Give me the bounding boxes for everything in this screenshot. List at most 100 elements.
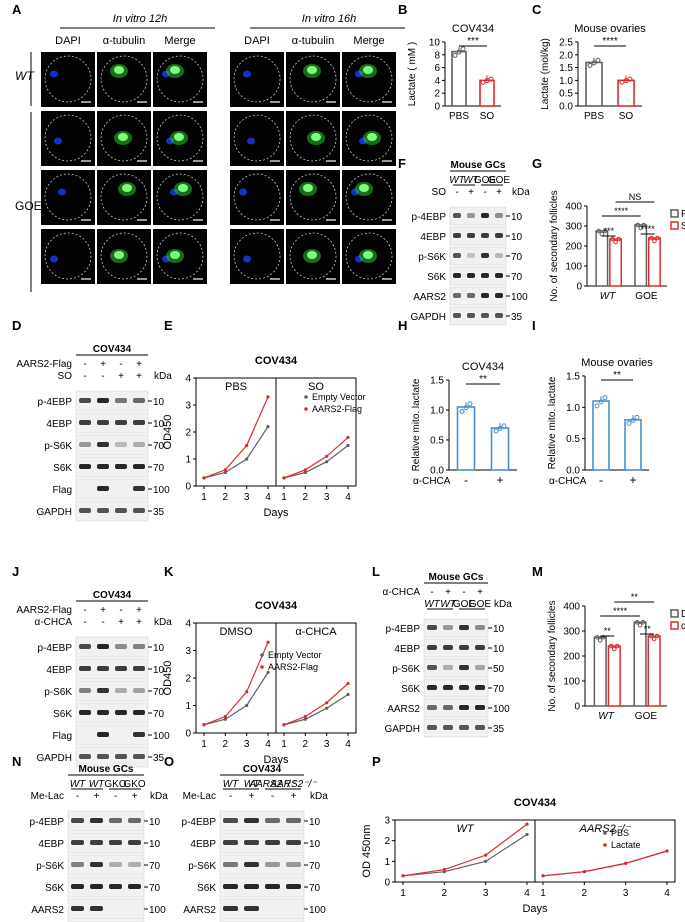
series-line bbox=[203, 672, 269, 726]
band bbox=[79, 464, 91, 469]
band bbox=[265, 884, 280, 889]
data-point bbox=[594, 403, 600, 409]
tubulin-core bbox=[367, 133, 377, 141]
lane-sign: GOE bbox=[488, 175, 511, 186]
band bbox=[133, 398, 145, 403]
y-tick-label: 100 bbox=[563, 677, 580, 688]
data-point bbox=[613, 239, 618, 245]
dapi-signal bbox=[50, 70, 58, 78]
tubulin-core bbox=[170, 251, 180, 259]
lane-sign: GOE bbox=[469, 599, 492, 610]
data-point bbox=[346, 681, 350, 686]
band bbox=[97, 464, 109, 469]
tubulin-core bbox=[311, 133, 321, 141]
band-label: p-S6K bbox=[44, 441, 72, 452]
blot-title: COV434 bbox=[93, 344, 132, 355]
x-category: GOE bbox=[635, 291, 658, 302]
legend-marker bbox=[603, 831, 607, 835]
band bbox=[71, 862, 84, 867]
data-point bbox=[223, 470, 227, 475]
band bbox=[128, 818, 141, 823]
y-tick-label: 0.0 bbox=[566, 466, 580, 477]
data-point bbox=[245, 443, 249, 448]
x-category: + bbox=[629, 473, 636, 487]
col-header-dapi: DAPI bbox=[244, 35, 270, 47]
band bbox=[453, 213, 461, 218]
marker-label: 10 bbox=[153, 665, 165, 676]
facet-label: WT bbox=[456, 823, 474, 835]
data-point bbox=[637, 622, 643, 628]
x-tick-label: 1 bbox=[281, 492, 287, 503]
band bbox=[467, 313, 475, 318]
band bbox=[79, 508, 91, 513]
band bbox=[97, 486, 109, 491]
band bbox=[453, 293, 461, 298]
band bbox=[453, 253, 461, 258]
y-tick-label: 200 bbox=[563, 652, 580, 663]
marker-label: 70 bbox=[309, 861, 321, 872]
band-label: 4EBP bbox=[46, 665, 72, 676]
panel-label-B: B bbox=[398, 2, 407, 17]
band bbox=[495, 293, 503, 298]
band bbox=[71, 818, 84, 823]
band-label: p-4EBP bbox=[38, 397, 73, 408]
band bbox=[443, 625, 453, 630]
tubulin-core bbox=[118, 133, 128, 141]
band-label: AARS2 bbox=[387, 704, 420, 715]
band-label: 4EBP bbox=[190, 839, 216, 850]
band bbox=[133, 710, 145, 715]
band bbox=[90, 818, 103, 823]
band-label: p-4EBP bbox=[386, 624, 421, 635]
micrograph-dapi bbox=[230, 170, 284, 225]
series-line bbox=[283, 436, 349, 479]
y-axis-label: Lactate (mol/kg) bbox=[540, 38, 551, 110]
blot-title: COV434 bbox=[243, 764, 282, 775]
data-point bbox=[654, 633, 660, 639]
band bbox=[128, 884, 141, 889]
x-tick-label: 4 bbox=[265, 739, 271, 750]
band bbox=[495, 313, 503, 318]
band bbox=[97, 442, 109, 447]
data-point bbox=[266, 425, 270, 429]
y-tick-label: 2.5 bbox=[559, 38, 573, 49]
oocyte-outline bbox=[44, 55, 92, 103]
in-vitro-16h-title: In vitro 16h bbox=[302, 13, 356, 25]
legend-label: DMSO bbox=[681, 609, 685, 620]
marker-label: 70 bbox=[153, 441, 165, 452]
data-point bbox=[596, 228, 602, 234]
kda-label: kDa bbox=[310, 791, 328, 802]
x-axis-label: α-CHCA bbox=[413, 476, 451, 487]
band-label: p-4EBP bbox=[182, 817, 217, 828]
bar-1 bbox=[617, 79, 635, 107]
y-tick-label: 3 bbox=[384, 816, 390, 827]
condition-label: α-CHCA bbox=[35, 617, 73, 628]
marker-label: 100 bbox=[153, 485, 170, 496]
oocyte-outline bbox=[345, 55, 393, 103]
x-category: GOE bbox=[635, 711, 658, 722]
band bbox=[495, 213, 503, 218]
band bbox=[427, 665, 437, 670]
micrograph-merge bbox=[342, 170, 396, 225]
condition-label: AARS2-Flag bbox=[16, 605, 72, 616]
data-point bbox=[223, 717, 227, 721]
band bbox=[97, 754, 109, 759]
band bbox=[79, 442, 91, 447]
band bbox=[115, 464, 127, 469]
band bbox=[223, 884, 238, 889]
x-tick-label: 2 bbox=[223, 492, 229, 503]
blot-title: COV434 bbox=[93, 590, 132, 601]
y-tick-label: 1.0 bbox=[566, 403, 580, 414]
marker-label: 70 bbox=[493, 684, 505, 695]
lane-sign: WT bbox=[424, 599, 440, 610]
legend-label: Empty Vector bbox=[312, 392, 366, 402]
series-line bbox=[402, 823, 528, 877]
legend-label: PBS bbox=[681, 209, 685, 220]
data-point bbox=[442, 868, 446, 872]
micrograph-merge bbox=[342, 52, 396, 107]
oocyte-outline bbox=[289, 173, 337, 221]
band bbox=[133, 688, 145, 693]
micrograph-tubulin bbox=[286, 52, 340, 107]
band-label: AARS2 bbox=[31, 905, 64, 916]
lane-sign: - bbox=[430, 587, 433, 598]
condition-label: AARS2-Flag bbox=[16, 359, 72, 370]
